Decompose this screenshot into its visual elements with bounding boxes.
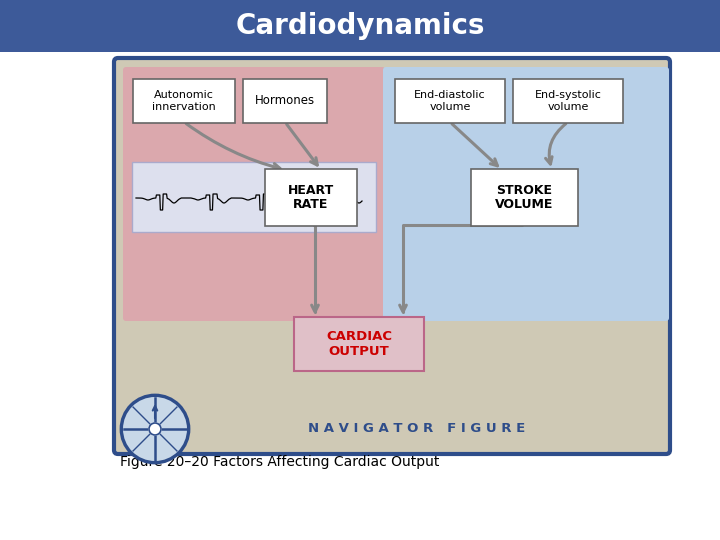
Text: N A V I G A T O R   F I G U R E: N A V I G A T O R F I G U R E [308,422,526,435]
FancyBboxPatch shape [123,67,385,321]
Bar [0,0,720,52]
FancyBboxPatch shape [383,67,669,321]
Text: CARDIAC
OUTPUT: CARDIAC OUTPUT [326,330,392,358]
FancyBboxPatch shape [513,79,623,123]
Text: End-systolic
volume: End-systolic volume [534,90,601,112]
Text: STROKE
VOLUME: STROKE VOLUME [495,184,554,212]
Circle shape [123,397,187,461]
Text: Figure 20–20 Factors Affecting Cardiac Output: Figure 20–20 Factors Affecting Cardiac O… [120,455,439,469]
FancyBboxPatch shape [294,317,424,371]
Bar [122,412,662,446]
FancyBboxPatch shape [132,162,376,232]
Circle shape [121,395,189,463]
FancyBboxPatch shape [471,169,578,226]
FancyBboxPatch shape [395,79,505,123]
Circle shape [149,423,161,435]
Text: Autonomic
innervation: Autonomic innervation [152,90,216,112]
FancyBboxPatch shape [265,169,357,226]
Text: End-diastolic
volume: End-diastolic volume [414,90,486,112]
FancyBboxPatch shape [133,79,235,123]
Text: Cardiodynamics: Cardiodynamics [235,12,485,40]
Text: Hormones: Hormones [255,94,315,107]
FancyBboxPatch shape [114,58,670,454]
Text: HEART
RATE: HEART RATE [288,184,334,212]
FancyBboxPatch shape [243,79,327,123]
